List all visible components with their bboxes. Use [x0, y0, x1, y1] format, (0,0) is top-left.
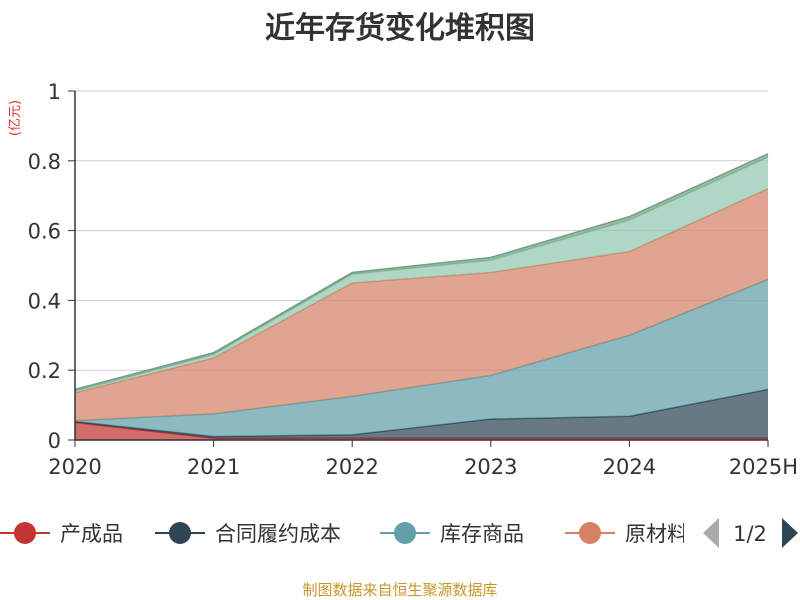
- y-tick-label: 0.2: [28, 359, 61, 383]
- x-tick-label: 2023: [464, 455, 517, 479]
- x-tick-label: 2020: [48, 455, 101, 479]
- legend-item[interactable]: 合同履约成本: [155, 522, 341, 546]
- x-tick-label: 2024: [603, 455, 656, 479]
- legend-dot-marker: [169, 522, 191, 544]
- chart-title: 近年存货变化堆积图: [265, 11, 535, 46]
- legend-dot-marker: [14, 522, 36, 544]
- y-tick-label: 0.6: [28, 220, 61, 244]
- legend-item[interactable]: 原材料: [565, 522, 688, 546]
- y-axis-unit-label: (亿元): [8, 100, 23, 136]
- legend: 产成品 合同履约成本 库存商品 原材料 1/2: [0, 518, 798, 548]
- legend-prev-page-icon[interactable]: [703, 518, 719, 548]
- legend-dot-marker: [579, 522, 601, 544]
- x-tick-label: 2021: [187, 455, 240, 479]
- legend-items: 产成品 合同履约成本 库存商品 原材料: [0, 522, 688, 546]
- y-tick-label: 0: [48, 429, 61, 453]
- y-tick-label: 0.4: [28, 289, 61, 313]
- legend-page-indicator: 1/2: [733, 522, 767, 546]
- legend-item[interactable]: 库存商品: [380, 522, 524, 546]
- legend-item[interactable]: 产成品: [0, 522, 123, 546]
- area-series-3: [75, 279, 768, 437]
- area-series-2: [75, 389, 768, 439]
- data-source-note: 制图数据来自恒生聚源数据库: [302, 581, 497, 599]
- x-tick-label: 2022: [325, 455, 378, 479]
- legend-label: 合同履约成本: [215, 522, 341, 546]
- legend-label: 产成品: [60, 522, 123, 546]
- area-series-4: [75, 188, 768, 421]
- series-line-6: [74, 153, 769, 391]
- legend-label: 库存商品: [440, 522, 524, 546]
- legend-next-page-icon[interactable]: [782, 518, 798, 548]
- area-series-group: [74, 153, 769, 440]
- legend-label: 原材料: [625, 522, 688, 546]
- axes: 0 0.2 0.4 0.6 0.8 1 2020 2021 2022 2023 2024 2025H: [28, 80, 798, 479]
- y-tick-label: 1: [48, 80, 61, 104]
- y-tick-label: 0.8: [28, 150, 61, 174]
- x-tick-label: 2025H: [729, 455, 798, 479]
- legend-dot-marker: [394, 522, 416, 544]
- area-series-5: [75, 157, 768, 393]
